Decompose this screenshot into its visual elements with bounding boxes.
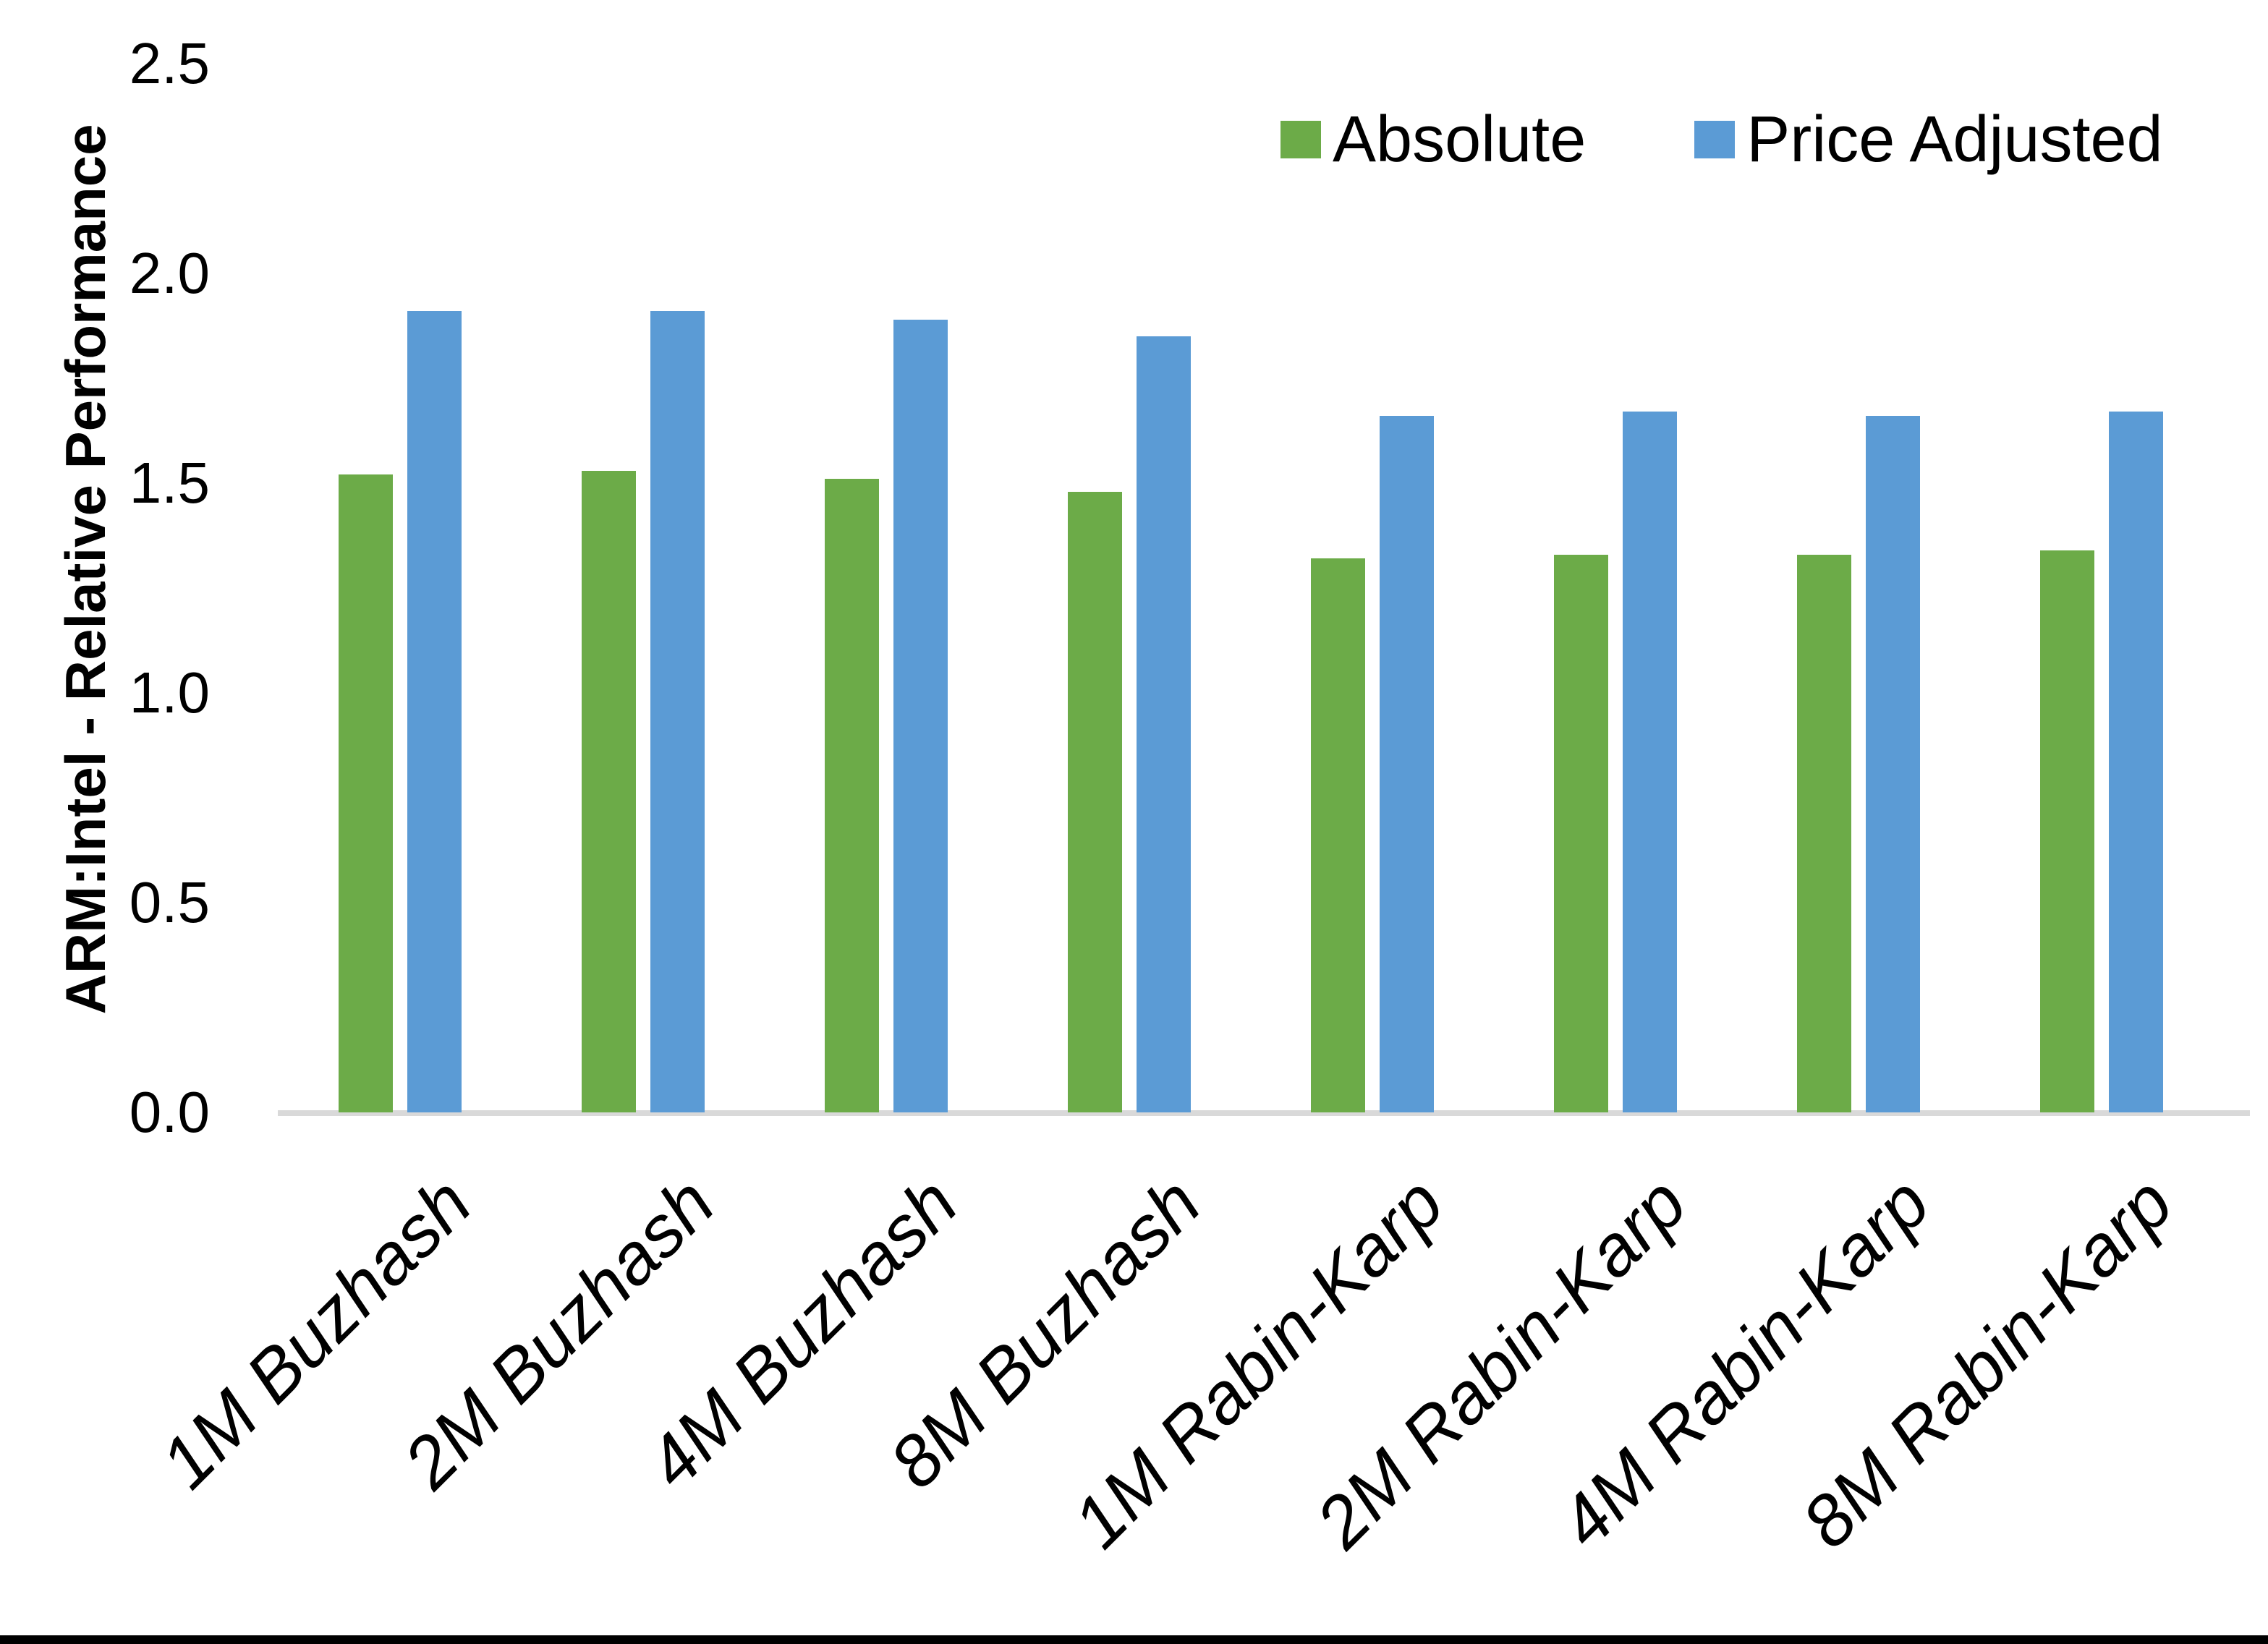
y-axis-tick-label: 0.0 — [129, 1080, 210, 1144]
bar-price-adjusted — [650, 311, 705, 1112]
bar-price-adjusted — [1866, 416, 1920, 1112]
legend: Absolute Price Adjusted — [1280, 107, 2163, 172]
bar-absolute — [1311, 558, 1365, 1112]
bar-absolute — [2040, 550, 2094, 1112]
bar-absolute — [339, 474, 393, 1112]
y-axis-tick-label: 1.0 — [129, 660, 210, 725]
legend-swatch-absolute-icon — [1280, 121, 1321, 158]
y-axis-tick-label: 2.5 — [129, 31, 210, 95]
legend-item-absolute: Absolute — [1280, 107, 1586, 172]
bar-price-adjusted — [2109, 412, 2163, 1112]
bar-absolute — [1554, 554, 1608, 1112]
bar-price-adjusted — [407, 311, 462, 1112]
y-axis-tick-label: 1.5 — [129, 451, 210, 515]
bar-price-adjusted — [1380, 416, 1434, 1112]
bar-price-adjusted — [893, 319, 948, 1112]
legend-swatch-price-adjusted-icon — [1694, 121, 1736, 158]
legend-label-price-adjusted: Price Adjusted — [1746, 103, 2163, 176]
y-axis-tick-label: 2.0 — [129, 241, 210, 305]
bar-absolute — [1797, 554, 1851, 1112]
x-axis-line — [278, 1110, 2250, 1116]
bar-absolute — [1068, 491, 1122, 1112]
y-axis-tick-label: 0.5 — [129, 870, 210, 934]
bar-absolute — [582, 470, 636, 1112]
legend-item-price-adjusted: Price Adjusted — [1694, 103, 2163, 176]
legend-label-absolute: Absolute — [1333, 103, 1587, 176]
bar-price-adjusted — [1623, 412, 1677, 1112]
bar-absolute — [825, 479, 879, 1112]
bar-price-adjusted — [1137, 336, 1191, 1112]
bottom-frame-line — [0, 1635, 2268, 1644]
